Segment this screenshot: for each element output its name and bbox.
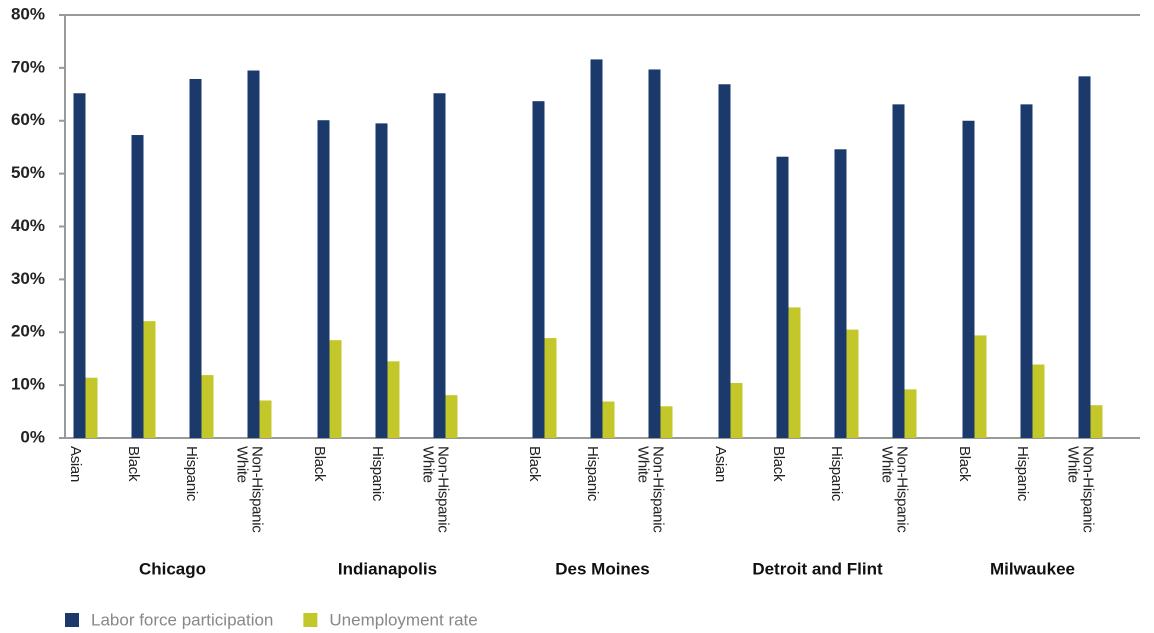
- bar: [247, 70, 260, 439]
- bar: [788, 307, 801, 438]
- y-tick-label: 70%: [11, 57, 45, 76]
- bar: [73, 93, 86, 438]
- y-tick-label: 50%: [11, 163, 45, 182]
- x-tick-label: Hispanic: [183, 446, 200, 502]
- bar: [189, 78, 202, 438]
- bar: [143, 321, 156, 438]
- x-tick-label: Non-Hispanic White: [419, 446, 452, 533]
- y-tick-label: 80%: [11, 4, 45, 23]
- x-tick-label: Asian: [67, 446, 84, 483]
- bar: [433, 93, 446, 438]
- legend-label: Labor force participation: [91, 610, 273, 629]
- y-tick-label: 20%: [11, 322, 45, 341]
- bar: [317, 120, 330, 438]
- x-tick-label: Non-Hispanic White: [878, 446, 911, 533]
- x-tick-label: Hispanic: [828, 446, 845, 502]
- bar: [776, 156, 789, 438]
- bar: [131, 135, 144, 438]
- bar: [532, 101, 545, 438]
- bar: [892, 104, 905, 438]
- bar: [730, 383, 743, 438]
- y-tick-label: 40%: [11, 216, 45, 235]
- x-tick-label: Hispanic: [584, 446, 601, 502]
- y-tick-label: 30%: [11, 269, 45, 288]
- bar: [201, 375, 214, 438]
- bar: [590, 59, 603, 438]
- x-tick-label: Non-Hispanic White: [634, 446, 667, 533]
- bar: [329, 340, 342, 438]
- bar: [259, 400, 272, 438]
- bar: [660, 406, 673, 438]
- bar: [1020, 104, 1033, 438]
- bar: [85, 377, 98, 438]
- bar: [544, 338, 557, 438]
- group-label: Chicago: [139, 559, 206, 578]
- bar: [375, 123, 388, 439]
- legend-swatch: [303, 613, 318, 627]
- group-label: Milwaukee: [990, 559, 1075, 578]
- x-tick-label: Black: [526, 446, 543, 482]
- bar: [387, 361, 400, 438]
- x-tick-label: Hispanic: [1014, 446, 1031, 502]
- x-tick-label: Black: [311, 446, 328, 482]
- bar: [834, 149, 847, 439]
- bar: [1078, 76, 1091, 439]
- bar: [718, 84, 731, 439]
- bar: [1090, 405, 1103, 438]
- legend-label: Unemployment rate: [329, 610, 477, 629]
- group-label: Des Moines: [555, 559, 649, 578]
- bar: [602, 401, 615, 438]
- x-tick-label: Black: [125, 446, 142, 482]
- y-tick-label: 60%: [11, 110, 45, 129]
- bar: [962, 120, 975, 438]
- y-tick-label: 10%: [11, 375, 45, 394]
- y-tick-label: 0%: [20, 427, 45, 446]
- bar: [904, 389, 917, 438]
- legend-swatch: [65, 613, 79, 627]
- bar: [1032, 364, 1045, 438]
- x-tick-label: Black: [956, 446, 973, 482]
- x-tick-label: Asian: [712, 446, 729, 483]
- x-tick-label: Black: [770, 446, 787, 482]
- x-tick-label: Non-Hispanic White: [233, 446, 266, 533]
- bar: [445, 395, 458, 438]
- group-label: Indianapolis: [338, 559, 437, 578]
- bar: [846, 329, 859, 438]
- group-label: Detroit and Flint: [752, 559, 883, 578]
- bar: [648, 69, 661, 439]
- x-tick-label: Hispanic: [369, 446, 386, 502]
- x-tick-label: Non-Hispanic White: [1064, 446, 1097, 533]
- bar: [974, 335, 987, 438]
